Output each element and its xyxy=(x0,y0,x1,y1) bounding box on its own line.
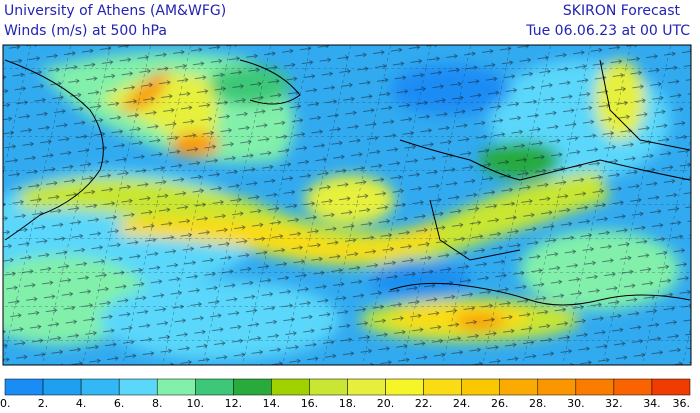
colorbar-label: 16. xyxy=(301,397,319,409)
colorbar-swatch xyxy=(309,378,348,396)
colorbar-label: 18. xyxy=(339,397,357,409)
colorbar-swatch xyxy=(42,378,82,396)
colorbar-label: 0. xyxy=(0,397,11,409)
header-line: Winds (m/s) at 500 hPa xyxy=(4,23,167,39)
header-line: Tue 06.06.23 at 00 UTC xyxy=(525,23,690,39)
header-line: SKIRON Forecast xyxy=(563,3,681,19)
colorbar-swatch xyxy=(347,378,386,396)
colorbar-label: 24. xyxy=(453,397,471,409)
colorbar-label: 4. xyxy=(76,397,87,409)
colorbar-label: 12. xyxy=(225,397,243,409)
colorbar-swatch xyxy=(613,378,653,396)
colorbar-swatch xyxy=(461,378,500,396)
colorbar-label: 30. xyxy=(567,397,585,409)
colorbar-label: 36. xyxy=(673,397,691,409)
colorbar-swatch xyxy=(651,378,691,396)
colorbar-label: 32. xyxy=(605,397,623,409)
wind-map xyxy=(2,44,692,366)
colorbar-swatch xyxy=(423,378,462,396)
colorbar-swatch xyxy=(233,378,272,396)
colorbar-swatch xyxy=(118,378,158,396)
colorbar-label: 22. xyxy=(415,397,433,409)
colorbar-swatch xyxy=(195,378,234,396)
colorbar-label: 14. xyxy=(263,397,281,409)
colorbar-label: 28. xyxy=(529,397,547,409)
colorbar-swatch xyxy=(4,378,44,396)
colorbar-swatch xyxy=(156,378,196,396)
colorbar-label: 2. xyxy=(38,397,49,409)
colorbar-label: 20. xyxy=(377,397,395,409)
colorbar: 0. 2. 4. 6. 8. 10. 12. 14. 16. 18. 20. 22. 24. 26. 28.… xyxy=(0,378,691,410)
colorbar-swatch xyxy=(385,378,424,396)
colorbar-swatch xyxy=(271,378,310,396)
colorbar-label: 34. xyxy=(643,397,661,409)
colorbar-label: 26. xyxy=(491,397,509,409)
colorbar-label: 10. xyxy=(187,397,205,409)
colorbar-swatch xyxy=(537,378,577,396)
colorbar-swatch xyxy=(499,378,539,396)
colorbar-label: 6. xyxy=(114,397,125,409)
colorbar-swatch xyxy=(575,378,615,396)
header-line: University of Athens (AM&WFG) xyxy=(4,3,226,19)
colorbar-swatch xyxy=(80,378,120,396)
colorbar-label: 8. xyxy=(152,397,163,409)
